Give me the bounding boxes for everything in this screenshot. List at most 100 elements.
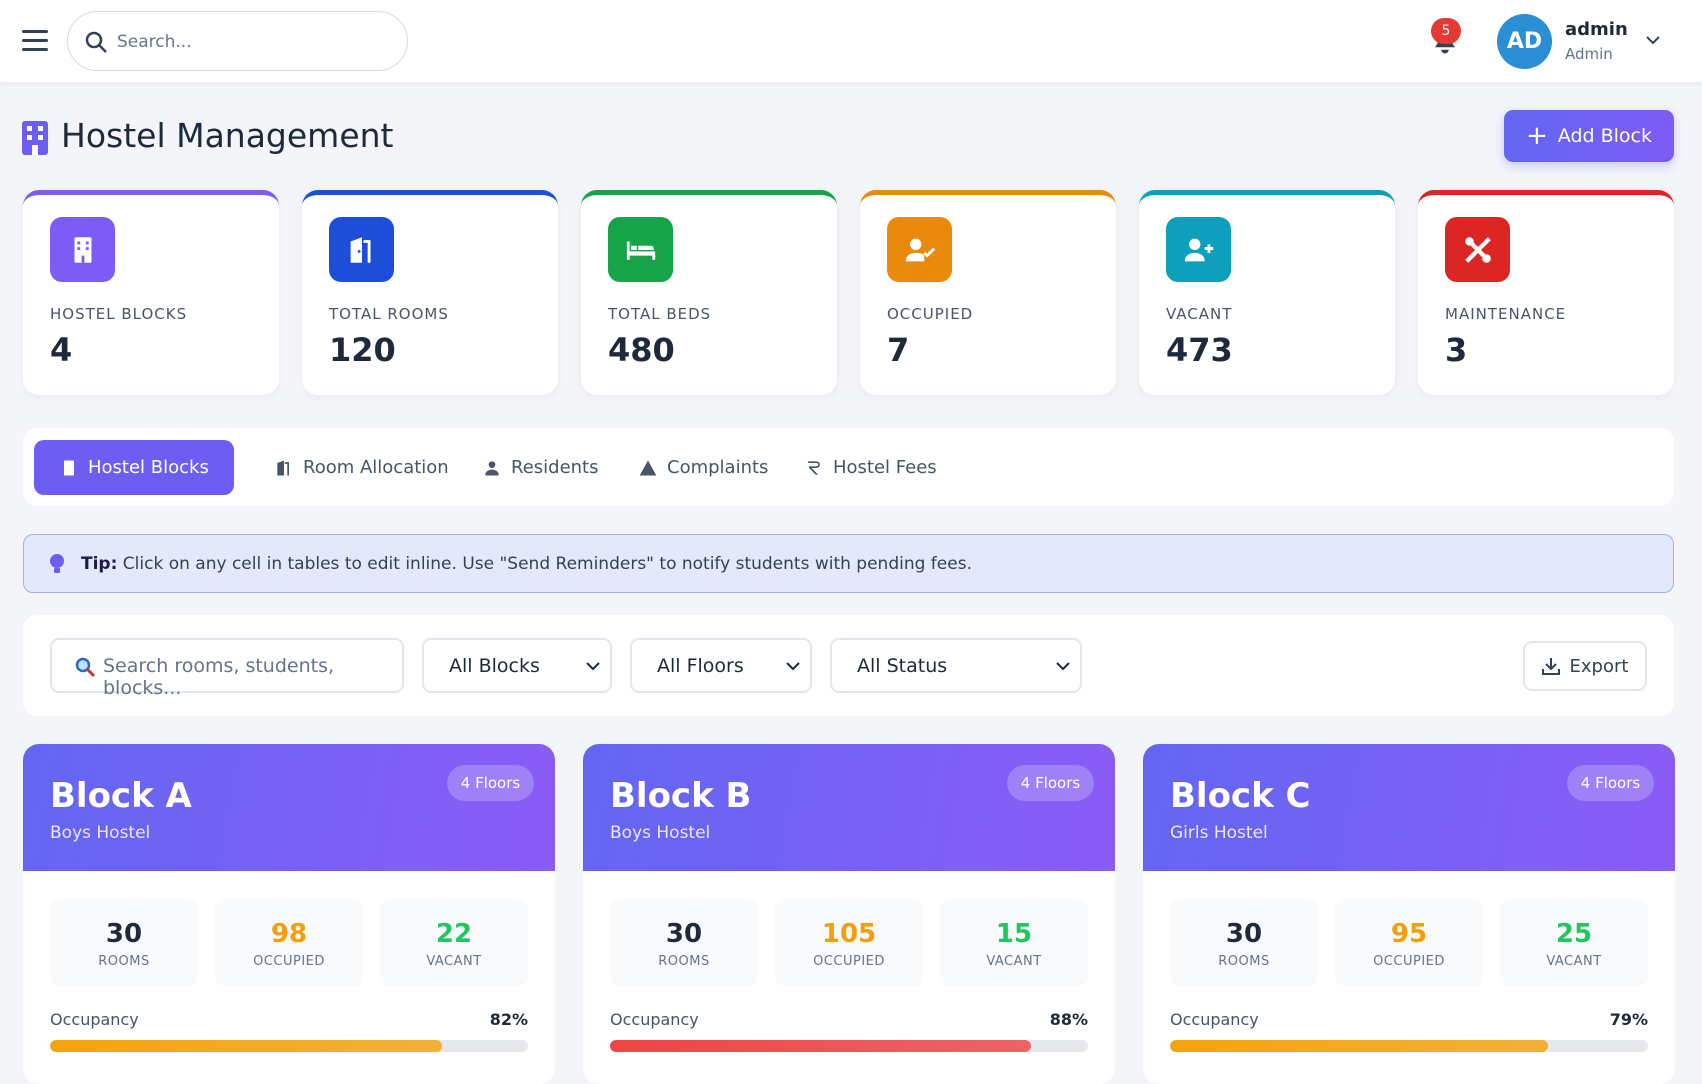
occupancy-bar (1170, 1040, 1548, 1052)
occupancy-percent: 79% (1609, 1010, 1648, 1029)
block-stat: 30 ROOMS (610, 899, 758, 986)
bulb-icon (50, 554, 64, 573)
stat-icon (329, 217, 394, 282)
occupancy-percent: 82% (489, 1010, 528, 1029)
block-stat: 30 ROOMS (1170, 899, 1318, 986)
tab-icon (482, 458, 502, 478)
tab[interactable]: Room Allocation (249, 440, 474, 495)
search-placeholder: Search... (117, 32, 192, 52)
block-stat-value: 30 (665, 919, 703, 949)
occupancy-label: Occupancy (1170, 1010, 1259, 1029)
select-value: All Status (857, 655, 948, 677)
tab-icon-svg (64, 460, 74, 475)
tip-body: Click on any cell in tables to edit inli… (122, 554, 972, 574)
stat-icon (887, 217, 952, 282)
tab-icon (638, 458, 658, 478)
plus-icon: + (1525, 121, 1548, 151)
block-header: Block C Girls Hostel 4 Floors (1143, 744, 1675, 871)
block-name: Block B (610, 776, 752, 816)
stat-card: VACANT 473 (1139, 190, 1395, 395)
global-search[interactable]: Search... (67, 11, 408, 71)
floors-pill: 4 Floors (1007, 765, 1094, 801)
filter-search[interactable]: Search rooms, students, blocks... (50, 638, 404, 699)
block-stat-value: 22 (435, 919, 473, 949)
stat-glyph (903, 233, 937, 267)
stat-label: OCCUPIED (887, 305, 974, 323)
block-type: Girls Hostel (1170, 823, 1268, 843)
tab-icon-svg (808, 460, 820, 475)
filter-select[interactable]: All Blocks (422, 638, 612, 693)
stat-card: HOSTEL BLOCKS 4 (23, 190, 279, 395)
block-header: Block B Boys Hostel 4 Floors (583, 744, 1115, 871)
block-stat-value: 95 (1390, 919, 1428, 949)
tab[interactable]: Complaints (613, 440, 793, 495)
block-card: Block A Boys Hostel 4 Floors 30 ROOMS 98 OCCUP… (23, 744, 555, 1084)
stat-glyph-svg (905, 238, 935, 261)
stat-value: 473 (1166, 331, 1233, 369)
tab-icon-svg (639, 460, 657, 475)
tab[interactable]: Hostel Fees (779, 440, 962, 495)
stat-card: TOTAL BEDS 480 (581, 190, 837, 395)
user-menu-chevron[interactable] (1645, 34, 1661, 46)
block-type: Boys Hostel (610, 823, 711, 843)
block-stat-label: OCCUPIED (813, 954, 885, 969)
stat-label: TOTAL ROOMS (329, 305, 449, 323)
menu-button[interactable] (22, 30, 48, 52)
stat-icon (50, 217, 115, 282)
select-value: All Blocks (449, 655, 540, 677)
occupancy-label: Occupancy (610, 1010, 699, 1029)
stat-glyph (345, 233, 379, 267)
occupancy-track (50, 1040, 528, 1052)
top-bar: Search... 5 AD admin Admin (0, 0, 1702, 82)
page-title: Hostel Management (61, 116, 394, 155)
search-icon (85, 31, 107, 53)
stat-value: 7 (887, 331, 910, 369)
block-stat-value: 25 (1555, 919, 1593, 949)
tab-icon (274, 458, 294, 478)
block-stat-label: VACANT (1546, 954, 1602, 969)
stat-label: TOTAL BEDS (608, 305, 712, 323)
select-value: All Floors (657, 655, 744, 677)
stat-card: OCCUPIED 7 (860, 190, 1116, 395)
select-arrow-svg (786, 662, 800, 671)
tab-label: Room Allocation (303, 457, 449, 478)
block-stat: 30 ROOMS (50, 899, 198, 986)
block-stat-label: OCCUPIED (253, 954, 325, 969)
stat-label: MAINTENANCE (1445, 305, 1567, 323)
stat-glyph-svg (626, 241, 655, 260)
block-stat-value: 105 (821, 919, 877, 949)
stat-value: 4 (50, 331, 73, 369)
user-role: Admin (1565, 45, 1613, 63)
filter-select[interactable]: All Floors (630, 638, 812, 693)
block-card: Block B Boys Hostel 4 Floors 30 ROOMS 105 OCCU… (583, 744, 1115, 1084)
tab[interactable]: Hostel Blocks (34, 440, 234, 495)
block-stat-label: ROOMS (98, 954, 150, 969)
block-card: Block C Girls Hostel 4 Floors 30 ROOMS 95 OCCU… (1143, 744, 1675, 1084)
block-stat: 98 OCCUPIED (215, 899, 363, 986)
filter-select[interactable]: All Status (830, 638, 1082, 693)
occupancy-track (1170, 1040, 1648, 1052)
tab-icon (59, 458, 79, 478)
avatar[interactable]: AD (1497, 14, 1552, 69)
occupancy-label: Occupancy (50, 1010, 139, 1029)
select-arrow-svg (1056, 662, 1070, 671)
add-block-button[interactable]: + Add Block (1504, 110, 1674, 162)
stat-glyph (624, 233, 658, 267)
block-name: Block A (50, 776, 192, 816)
tab[interactable]: Residents (457, 440, 624, 495)
block-stat: 95 OCCUPIED (1335, 899, 1483, 986)
stat-glyph-svg (350, 236, 370, 263)
block-stat: 15 VACANT (940, 899, 1088, 986)
filter-bar: Search rooms, students, blocks... Export… (23, 615, 1674, 716)
tab-label: Hostel Blocks (88, 457, 209, 478)
stat-value: 480 (608, 331, 675, 369)
search-placeholder: Search rooms, students, blocks... (103, 655, 335, 699)
tab-label: Complaints (667, 457, 769, 478)
tab-icon (804, 458, 824, 478)
occupancy-track (610, 1040, 1088, 1052)
stat-icon (608, 217, 673, 282)
export-button[interactable]: Export (1523, 641, 1647, 691)
block-stat: 22 VACANT (380, 899, 528, 986)
